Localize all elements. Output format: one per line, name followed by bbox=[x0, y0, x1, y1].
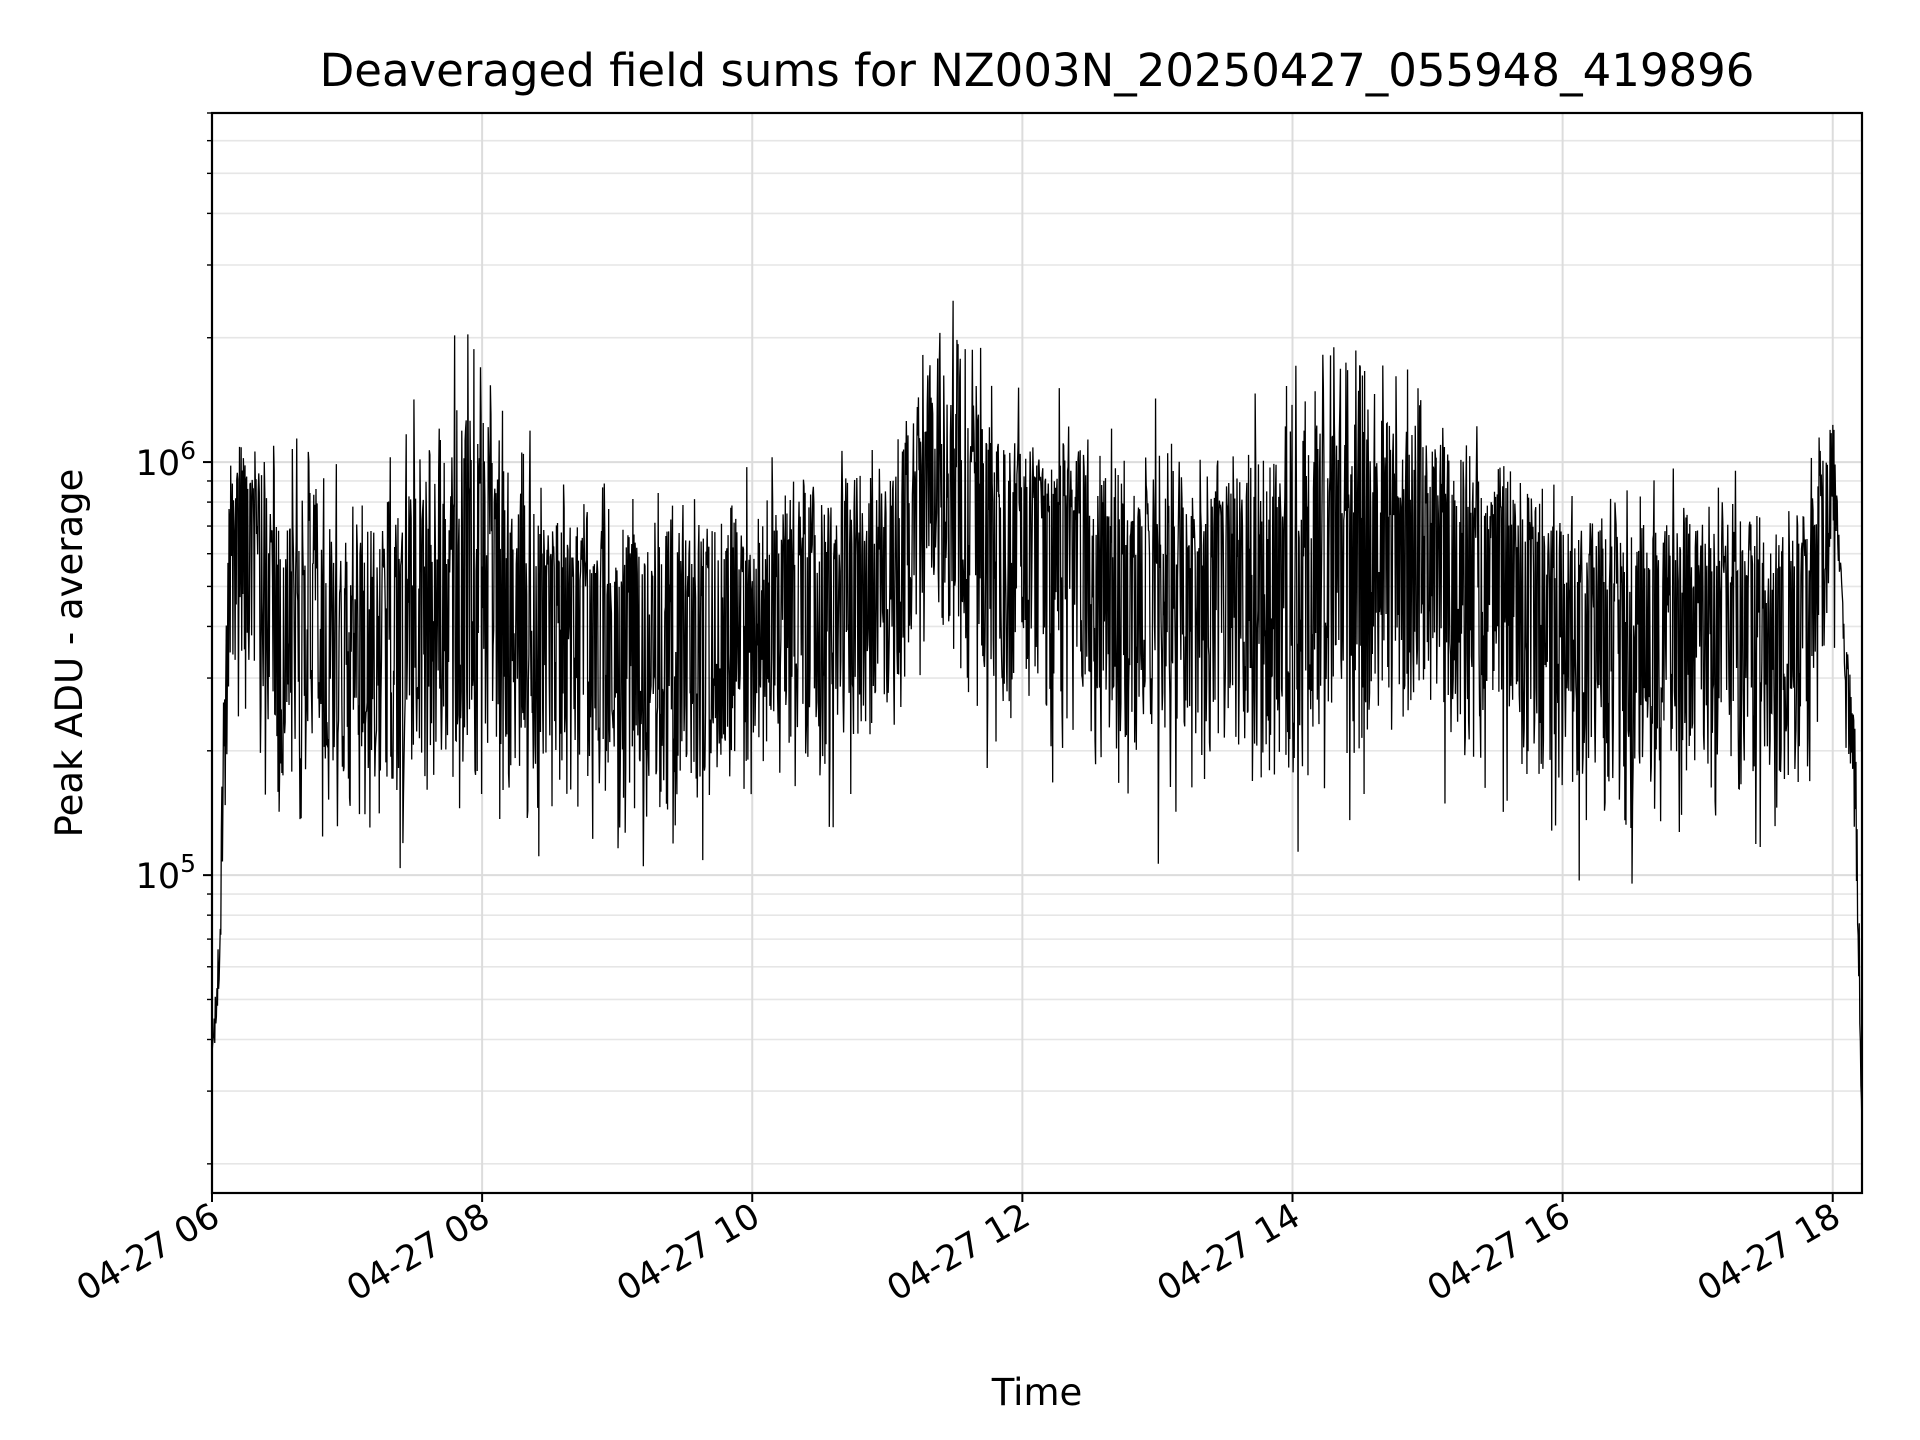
y-tick-base: 10 bbox=[136, 857, 181, 897]
y-tick-label: 105 bbox=[136, 849, 196, 897]
y-tick-exponent: 5 bbox=[180, 849, 196, 878]
y-tick-exponent: 6 bbox=[180, 436, 196, 465]
x-axis-label: Time bbox=[991, 1371, 1083, 1414]
y-tick-base: 10 bbox=[136, 444, 181, 484]
data-layer bbox=[211, 300, 1863, 1130]
y-axis-label: Peak ADU - average bbox=[48, 469, 91, 838]
plot-frame bbox=[210, 111, 1864, 1195]
chart-title: Deaveraged field sums for NZ003N_2025042… bbox=[320, 44, 1755, 97]
y-tick-label: 106 bbox=[136, 436, 196, 484]
series-line bbox=[211, 300, 1863, 1130]
